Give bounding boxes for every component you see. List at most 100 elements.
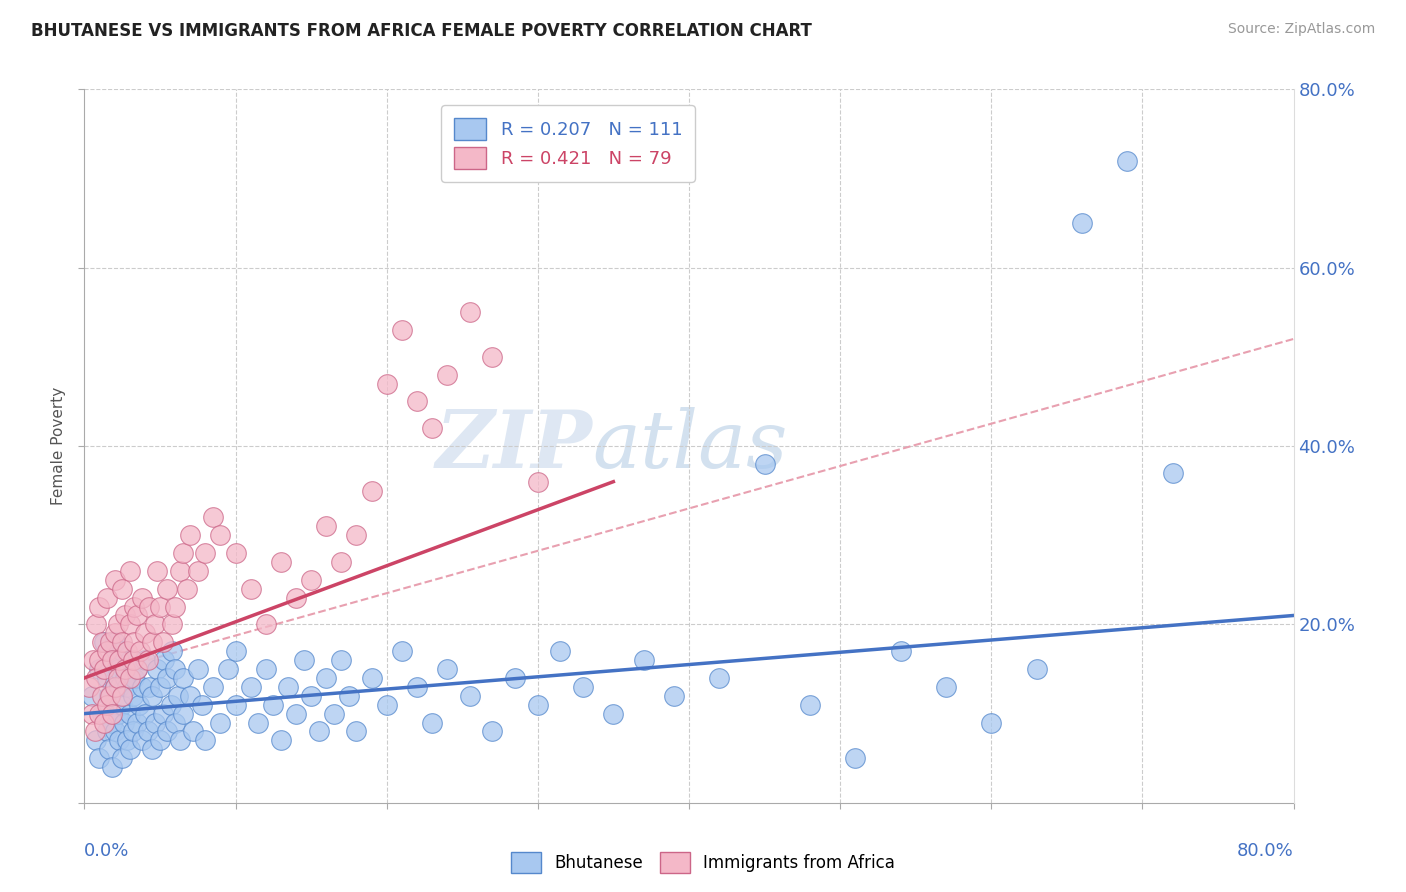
Point	[93, 635, 115, 649]
Point	[91, 635, 114, 649]
Point	[152, 635, 174, 649]
Point	[146, 564, 169, 578]
Point	[97, 742, 120, 756]
Text: ZIP: ZIP	[436, 408, 592, 484]
Point	[458, 689, 481, 703]
Point	[308, 724, 330, 739]
Point	[1116, 153, 1139, 168]
Point	[285, 591, 308, 605]
Point	[107, 706, 129, 721]
Point	[127, 715, 149, 730]
Point	[93, 662, 115, 676]
Point	[1161, 466, 1184, 480]
Point	[181, 724, 204, 739]
Point	[118, 653, 141, 667]
Point	[299, 573, 322, 587]
Point	[96, 591, 118, 605]
Point	[481, 724, 503, 739]
Point	[100, 760, 122, 774]
Point	[187, 662, 209, 676]
Point	[191, 698, 214, 712]
Point	[179, 528, 201, 542]
Point	[1025, 662, 1047, 676]
Point	[127, 662, 149, 676]
Point	[179, 689, 201, 703]
Point	[89, 653, 111, 667]
Point	[152, 706, 174, 721]
Point	[138, 680, 160, 694]
Point	[118, 671, 141, 685]
Point	[149, 599, 172, 614]
Point	[156, 671, 179, 685]
Point	[160, 617, 183, 632]
Point	[96, 724, 118, 739]
Point	[292, 653, 315, 667]
Point	[420, 421, 443, 435]
Point	[285, 706, 308, 721]
Point	[122, 599, 145, 614]
Point	[115, 644, 138, 658]
Point	[108, 653, 131, 667]
Point	[217, 662, 239, 676]
Point	[375, 376, 398, 391]
Text: BHUTANESE VS IMMIGRANTS FROM AFRICA FEMALE POVERTY CORRELATION CHART: BHUTANESE VS IMMIGRANTS FROM AFRICA FEMA…	[31, 22, 811, 40]
Point	[114, 662, 136, 676]
Point	[406, 680, 429, 694]
Point	[111, 644, 134, 658]
Point	[270, 733, 292, 747]
Point	[315, 519, 337, 533]
Point	[572, 680, 595, 694]
Point	[129, 644, 152, 658]
Point	[194, 546, 217, 560]
Legend: R = 0.207   N = 111, R = 0.421   N = 79: R = 0.207 N = 111, R = 0.421 N = 79	[441, 105, 695, 182]
Point	[141, 742, 163, 756]
Point	[118, 617, 141, 632]
Point	[201, 680, 224, 694]
Point	[172, 671, 194, 685]
Point	[82, 653, 104, 667]
Point	[104, 724, 127, 739]
Point	[121, 724, 143, 739]
Point	[104, 573, 127, 587]
Point	[80, 689, 103, 703]
Point	[153, 653, 176, 667]
Point	[262, 698, 284, 712]
Point	[91, 706, 114, 721]
Point	[167, 689, 190, 703]
Point	[86, 671, 108, 685]
Point	[254, 617, 277, 632]
Point	[225, 698, 247, 712]
Point	[165, 662, 187, 676]
Point	[145, 715, 167, 730]
Point	[122, 635, 145, 649]
Point	[602, 706, 624, 721]
Point	[89, 751, 111, 765]
Point	[709, 671, 731, 685]
Point	[662, 689, 685, 703]
Point	[330, 653, 353, 667]
Point	[458, 305, 481, 319]
Point	[980, 715, 1002, 730]
Point	[187, 564, 209, 578]
Point	[111, 698, 134, 712]
Point	[100, 653, 122, 667]
Point	[115, 680, 138, 694]
Point	[127, 662, 149, 676]
Point	[131, 733, 153, 747]
Point	[134, 626, 156, 640]
Point	[104, 635, 127, 649]
Point	[436, 368, 458, 382]
Point	[330, 555, 353, 569]
Point	[254, 662, 277, 676]
Point	[107, 671, 129, 685]
Point	[98, 689, 121, 703]
Point	[128, 698, 150, 712]
Point	[108, 680, 131, 694]
Point	[247, 715, 270, 730]
Point	[481, 350, 503, 364]
Point	[156, 724, 179, 739]
Point	[86, 617, 108, 632]
Point	[100, 715, 122, 730]
Point	[104, 680, 127, 694]
Point	[239, 680, 262, 694]
